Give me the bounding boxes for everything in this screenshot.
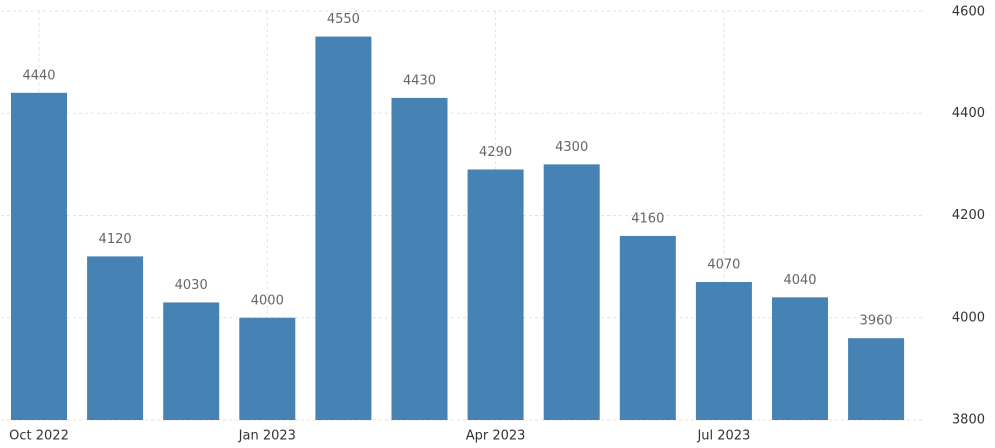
y-tick-label: 4000: [952, 310, 985, 325]
data-label: 4290: [479, 145, 512, 160]
data-label: 4070: [707, 257, 740, 272]
bar: [467, 169, 524, 420]
data-label: 4030: [175, 278, 208, 293]
bar: [848, 338, 905, 420]
x-tick-label: Oct 2022: [9, 429, 69, 444]
y-tick-label: 3800: [952, 413, 985, 428]
data-label: 4000: [251, 293, 284, 308]
y-tick-label: 4200: [952, 208, 985, 223]
data-label: 4040: [783, 273, 816, 288]
bar: [543, 164, 600, 420]
y-tick-label: 4600: [952, 5, 985, 20]
data-label: 4550: [327, 12, 360, 27]
data-label: 3960: [860, 314, 893, 329]
bar: [315, 36, 372, 420]
bar: [87, 256, 144, 420]
bar: [239, 317, 296, 420]
x-tick-label: Jul 2023: [696, 429, 750, 444]
bar: [772, 297, 828, 420]
data-label: 4160: [631, 211, 664, 226]
x-tick-label: Apr 2023: [466, 429, 526, 444]
bar: [619, 235, 676, 420]
bar: [163, 302, 220, 420]
bar: [391, 97, 448, 420]
data-label: 4430: [403, 73, 436, 88]
bar: [695, 281, 752, 420]
data-label: 4440: [22, 68, 55, 83]
data-label: 4120: [99, 232, 132, 247]
bar: [11, 92, 67, 421]
y-tick-label: 4400: [952, 106, 985, 121]
x-tick-label: Jan 2023: [238, 429, 296, 444]
data-label: 4300: [555, 140, 588, 155]
